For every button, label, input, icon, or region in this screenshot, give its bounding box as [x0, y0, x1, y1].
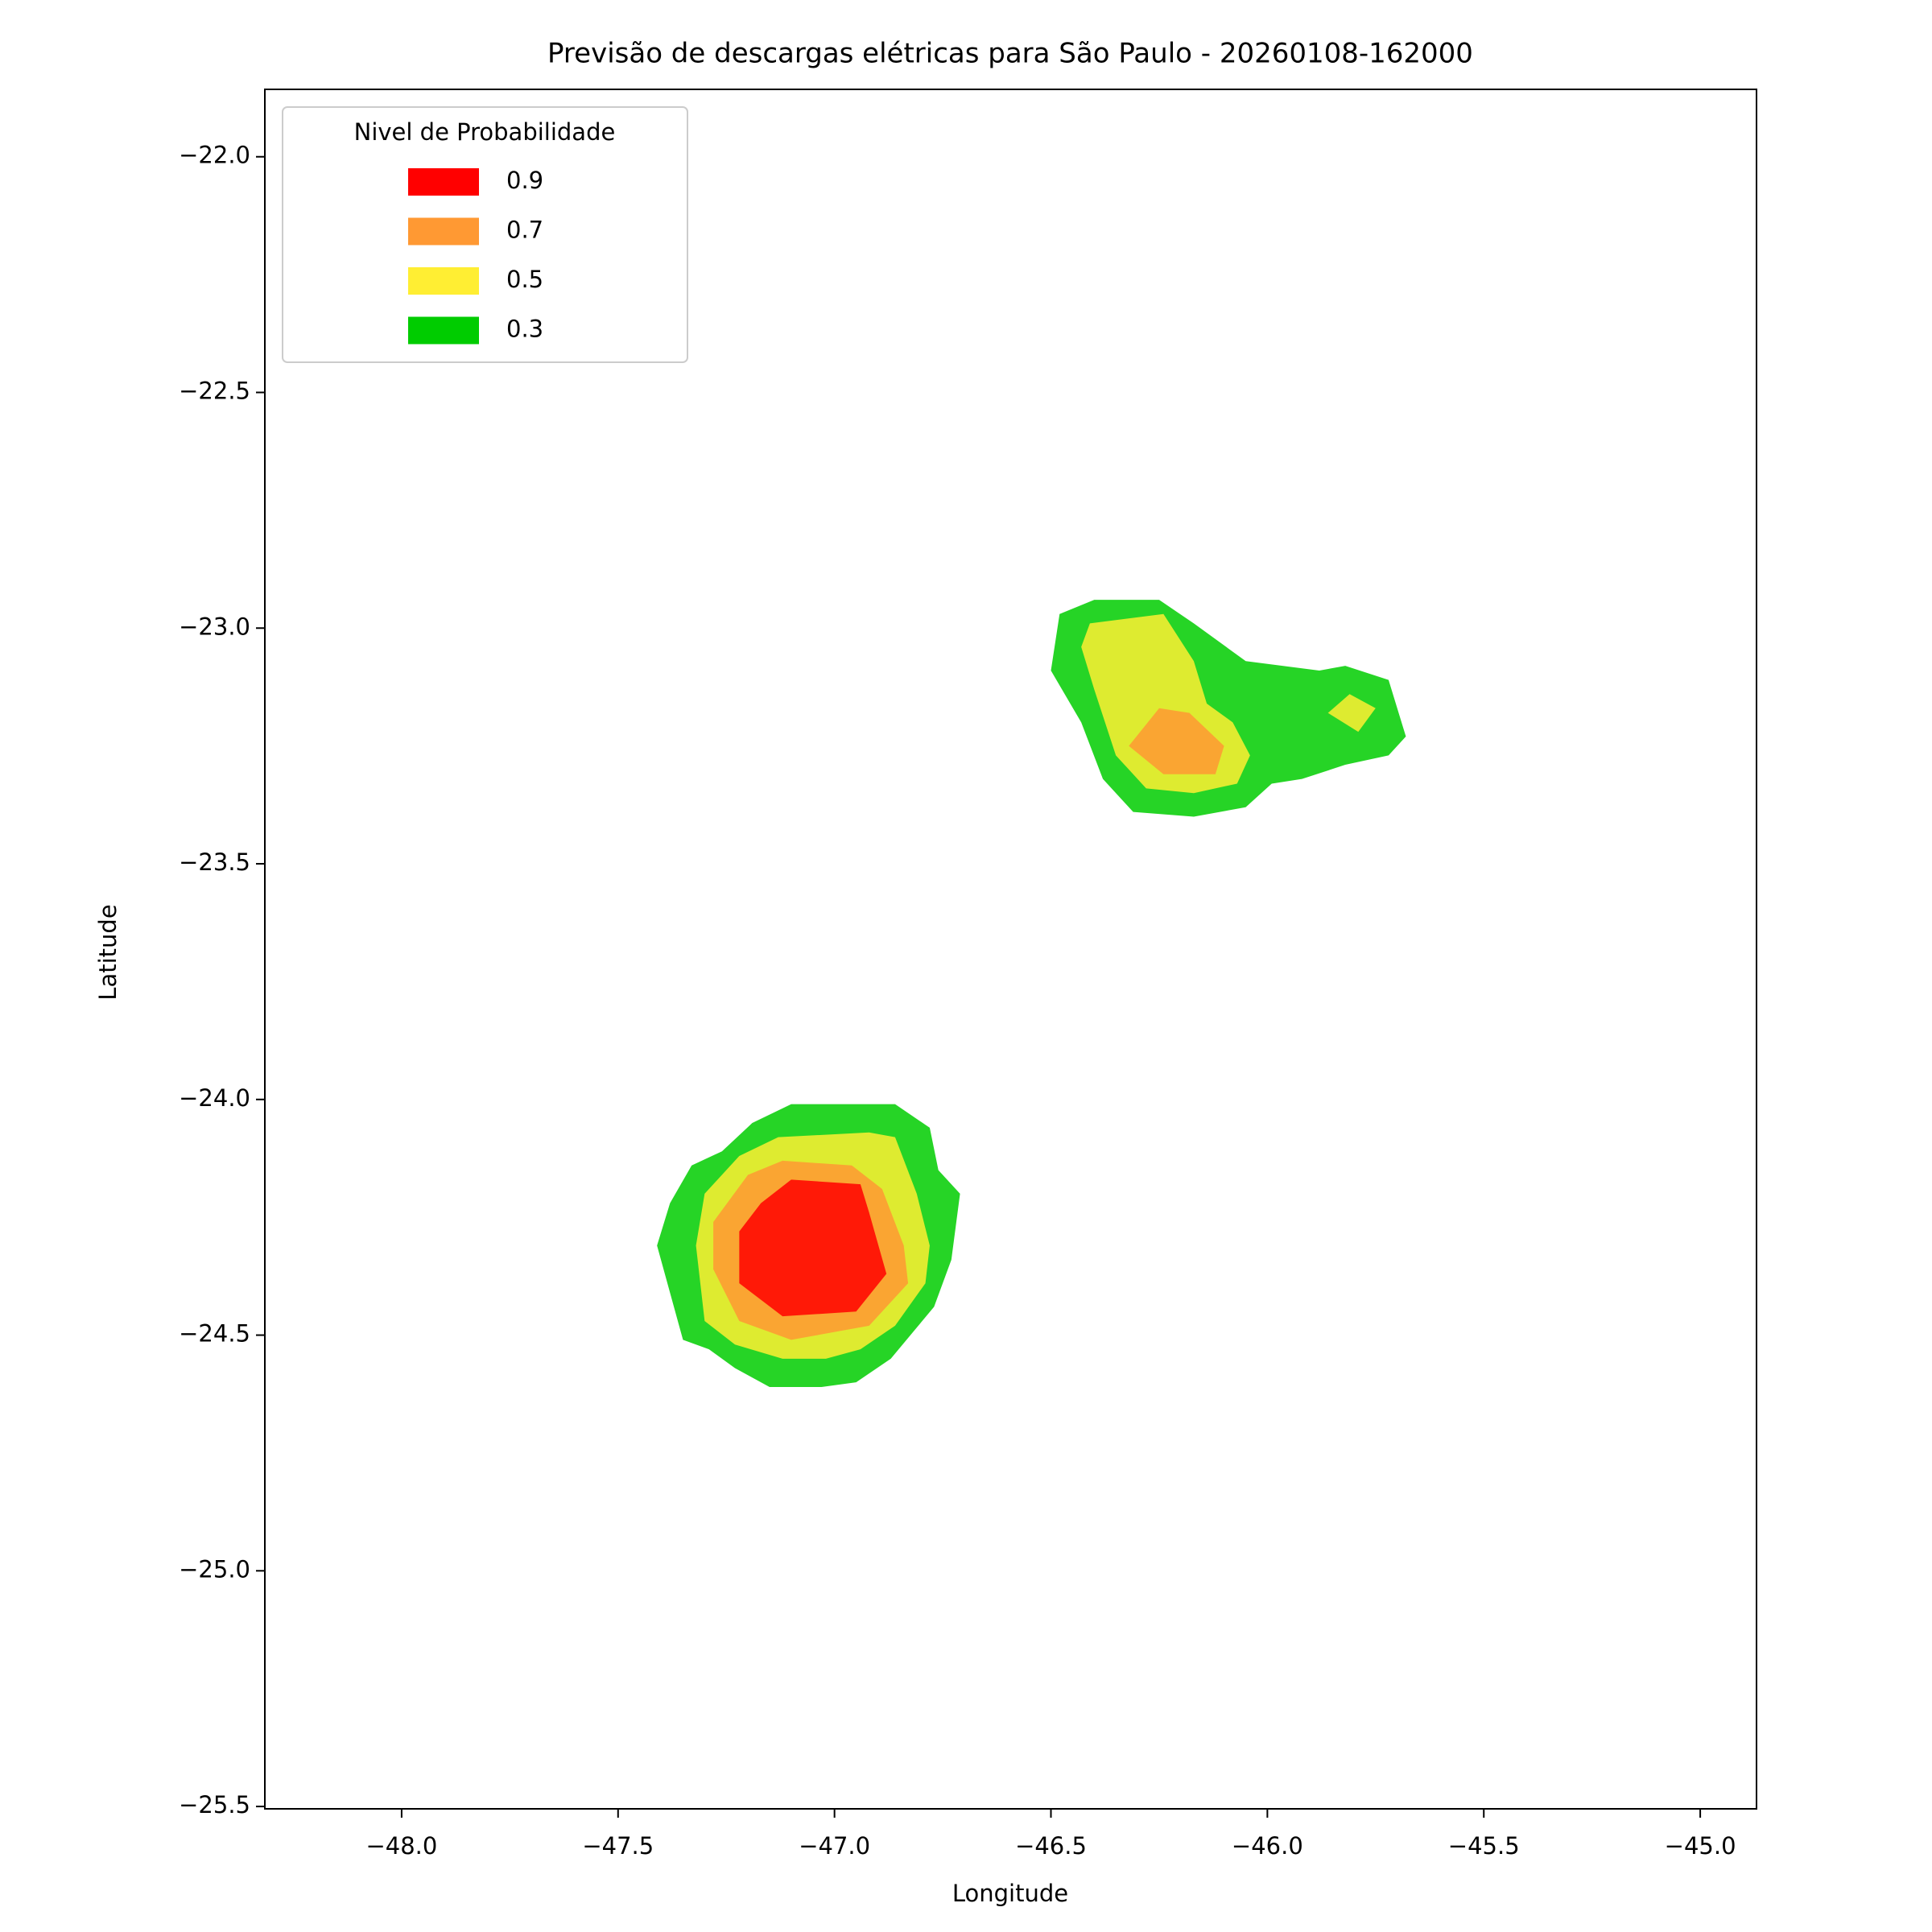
y-axis-label: Latitude [94, 904, 122, 1000]
y-tick-label: −23.0 [179, 613, 250, 640]
legend-label: 0.5 [506, 266, 543, 293]
x-axis-label: Longitude [952, 1880, 1068, 1907]
axes-frame [264, 89, 1757, 1810]
y-tick-label: −22.0 [179, 142, 250, 169]
legend-swatch [408, 316, 479, 345]
x-tick-label: −47.5 [582, 1832, 654, 1860]
x-tick-label: −46.0 [1232, 1832, 1303, 1860]
y-tick-label: −24.0 [179, 1084, 250, 1112]
x-tick-label: −45.0 [1665, 1832, 1736, 1860]
legend-label: 0.7 [506, 217, 543, 244]
y-tick-label: −24.5 [179, 1320, 250, 1348]
y-tick-label: −23.5 [179, 848, 250, 876]
legend-swatch [408, 217, 479, 246]
y-tick-label: −25.0 [179, 1555, 250, 1583]
chart-title: Previsão de descargas elétricas para São… [547, 38, 1473, 70]
x-tick-label: −48.0 [365, 1832, 437, 1860]
x-tick-label: −45.5 [1448, 1832, 1520, 1860]
y-tick-label: −22.5 [179, 377, 250, 404]
legend-title: Nivel de Probabilidade [354, 118, 616, 146]
legend-label: 0.9 [506, 167, 543, 194]
x-tick-label: −46.5 [1015, 1832, 1087, 1860]
legend-swatch [408, 168, 479, 196]
legend-swatch [408, 267, 479, 295]
y-tick-label: −25.5 [179, 1791, 250, 1818]
x-tick-label: −47.0 [799, 1832, 870, 1860]
contour-region [1327, 694, 1376, 733]
legend-label: 0.3 [506, 316, 543, 343]
legend-box [282, 106, 688, 363]
plot-area [657, 600, 1406, 1387]
contour-region [739, 1179, 887, 1317]
contour-region [1129, 708, 1224, 774]
